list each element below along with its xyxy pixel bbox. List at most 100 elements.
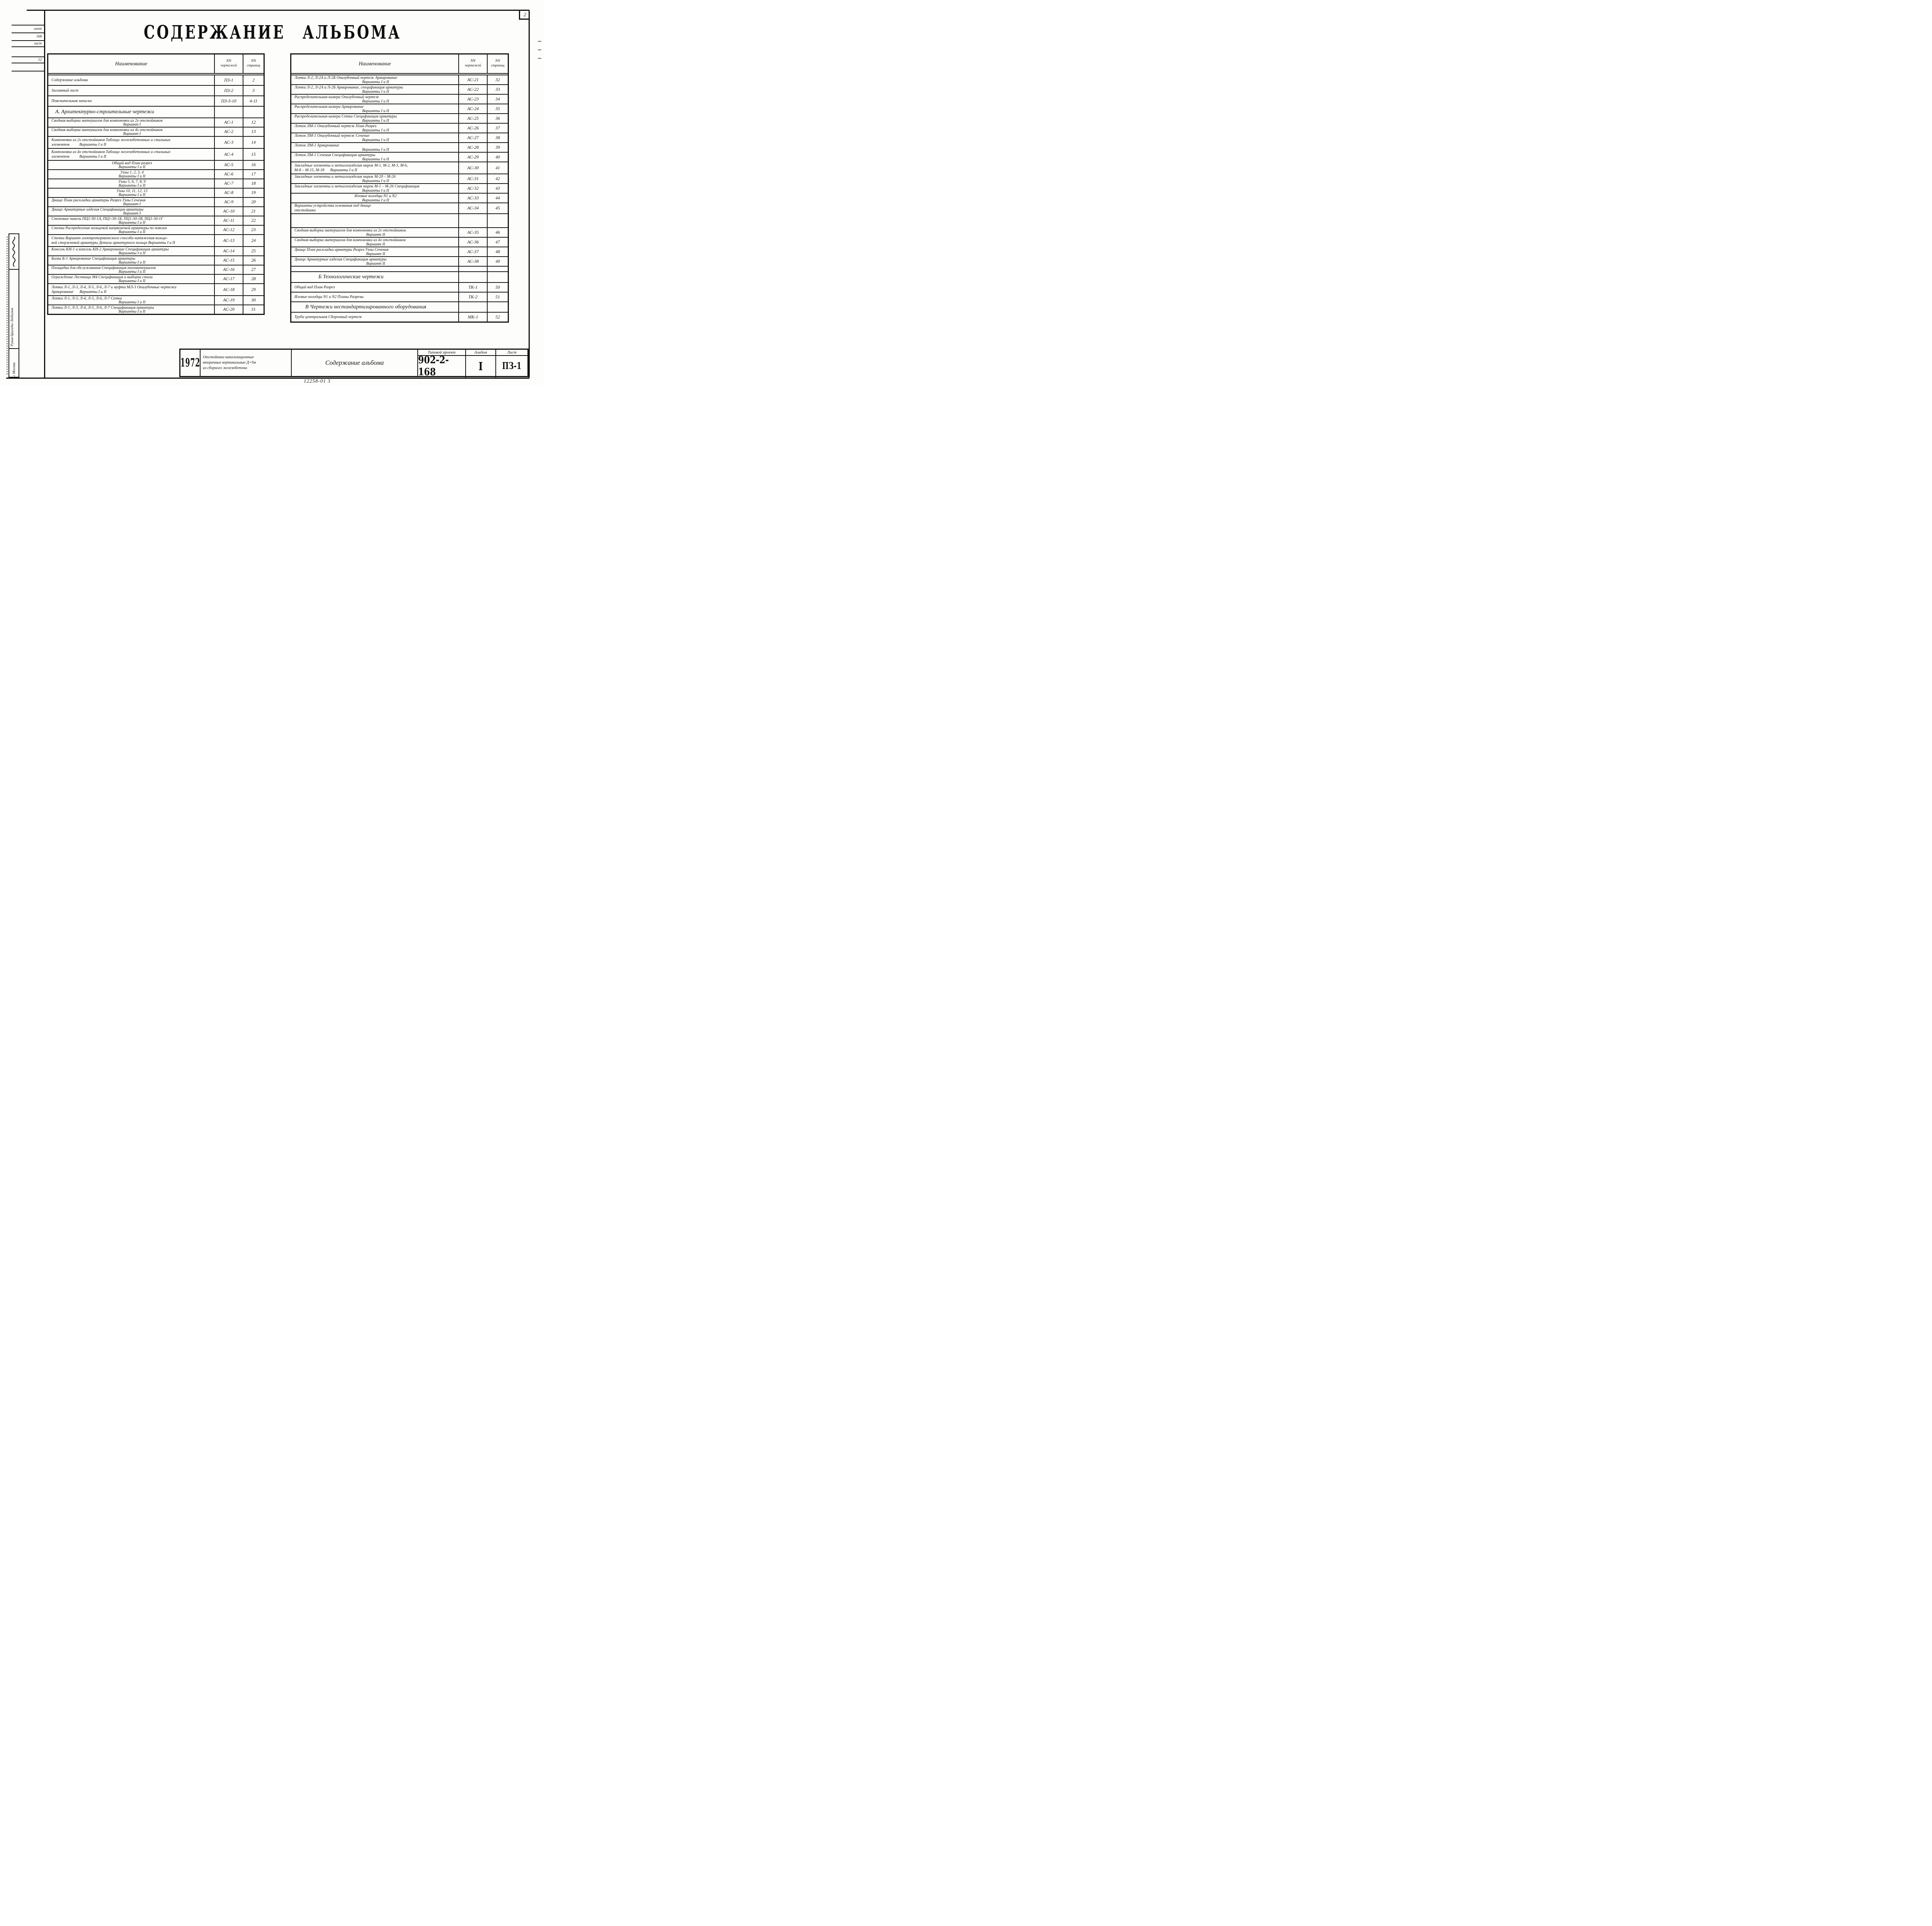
entry-name: Иловые колодцы N1 и N2 Варианты I и II: [291, 194, 459, 202]
drawing-number: ПЗ-3-10: [215, 96, 243, 106]
drawing-number: АС-3: [215, 137, 243, 148]
entry-name-line: Заглавный лист: [51, 88, 78, 93]
entry-name-line: Лоток ЛМ-1 Сечения Спецификация арматуры: [294, 153, 376, 157]
entry-name-line: Сводная выборка материалов для компоновк…: [51, 128, 163, 132]
table-row: Лотки Л-1, Л-3, Л-4, Л-5, Л-6, Л-7 Специ…: [48, 305, 264, 314]
entry-name: Содержание альбома: [48, 75, 215, 85]
city-label: г Москва: [12, 362, 16, 376]
archive-stamp: 12258-01 3: [304, 378, 331, 384]
drawing-number: АС-11: [215, 216, 243, 225]
entry-name: Стеновые панели ПЦ1-30-1А, ПЦ1-30-1Б, ПЦ…: [48, 216, 215, 225]
entry-name-line: Вариант II: [366, 261, 385, 266]
entry-name: Днище Арматурные изделия Спецификация ар…: [291, 257, 459, 266]
page-number: 33: [495, 87, 500, 92]
cut-table-cell: [12, 63, 44, 71]
entry-name-line: Сводная выборка материалов для компоновк…: [294, 238, 406, 242]
entry-name-line: Ограждение Лестница М4 Спецификация и вы…: [51, 275, 153, 279]
cut-table-cell: 12: [12, 56, 44, 63]
table-header: Наименование NN чертежей NN страниц: [291, 54, 508, 75]
drawing-number: АС-38: [459, 257, 488, 266]
entry-name-line: Узлы 5, 6, 7, 8, 9: [118, 180, 146, 184]
left-edge-cut-table: оект 168 лист 12: [12, 25, 44, 71]
entry-name-line: Компоновка из 4х отстойников Таблица жел…: [51, 150, 171, 154]
entry-name-line: Варианты I и II: [362, 188, 389, 193]
table-row: Стенка Вариант электротермического спосо…: [48, 234, 264, 246]
entry-name: Сводная выборка материалов для компоновк…: [291, 228, 459, 237]
table-row: Лоток ЛМ-1 Армирование Варианты I и II АС-…: [291, 142, 508, 152]
section-row: А. Архитектурно-строительные чертежи: [48, 106, 264, 117]
drawing-number: АС-13: [215, 235, 243, 246]
drawing-number: АС-32: [459, 184, 488, 193]
page-number: 52: [495, 315, 500, 320]
entry-name-line: Распределительная камера Опалубочный чер…: [294, 95, 379, 99]
table-row: Иловые колодцы N1 и N2 Варианты I и II АС-…: [291, 193, 508, 202]
title-block-right-group: Типовой проект Альбом Лист 902-2-168 I П…: [417, 350, 527, 378]
entry-name: Лотки Л-2, Л-2А и Л-2Б Опалубочный черте…: [291, 75, 459, 84]
project-description: Отстойники канализационные вторичные вер…: [201, 350, 292, 376]
section-title-text: Б Технологические чертежи: [318, 274, 384, 280]
entry-name-line: Варианты I и II: [118, 279, 146, 283]
entry-name-line: Вариант I: [123, 202, 141, 206]
entry-name: Стенка Вариант электротермического спосо…: [48, 235, 215, 246]
empty-cell: [488, 267, 508, 271]
entry-name-line: Варианты I и II: [118, 221, 146, 225]
sheet-label: Лист: [507, 350, 517, 355]
table-row: Распределительная камера Опалубочный чер…: [291, 94, 508, 104]
cut-table-cell: [12, 46, 44, 56]
table-row: Труба центральная Сборочный чертеж МК-1 52: [291, 312, 508, 322]
page-number: 18: [251, 181, 256, 186]
entry-name-line: Стенка Вариант электротермического спосо…: [51, 236, 168, 240]
entry-name-line: Узлы 1, 2, 3, 4: [120, 170, 144, 174]
drawing-number: АС-35: [459, 228, 488, 237]
table-row: Сводная выборка материалов для компоновк…: [291, 237, 508, 247]
entry-name: Пояснительная записка: [48, 96, 215, 106]
page-number: 50: [495, 285, 500, 290]
drawing-number: АС-24: [459, 104, 488, 113]
margin-divider: [9, 269, 19, 270]
drawing-number: АС-30: [459, 162, 488, 174]
drawing-number: АС-8: [215, 189, 243, 197]
table-row: Лотки Л-1, Л-3, Л-4, Л-5, Л-6, Л-7 и муф…: [48, 283, 264, 295]
table-row: Стенка Распределение кольцевой напрягаем…: [48, 225, 264, 234]
page-number: 19: [251, 191, 256, 195]
section-row: В Чертежи нестандартизированного оборудо…: [291, 301, 508, 312]
cut-table-cell: 168: [12, 32, 44, 40]
entry-name: Узлы 1, 2, 3, 4 Варианты I и II: [48, 170, 215, 179]
page-number: 3: [252, 88, 255, 93]
table-row: Распределительная камера Армирование Вари…: [291, 104, 508, 113]
drawing-number: АС-16: [215, 265, 243, 274]
table-row: Балка Б-1 Армирование Спецификация армат…: [48, 255, 264, 265]
table-row: Общий вид План Разрез ТК-1 50: [291, 282, 508, 292]
section-title: Б Технологические чертежи: [291, 272, 459, 282]
entry-name-line: Вариант I: [123, 211, 141, 215]
page-number: 51: [495, 294, 500, 299]
drawing-number: АС-37: [459, 247, 488, 256]
drawing-number: АС-31: [459, 174, 488, 183]
entry-name-line: Иловые колодцы N1 и N2: [354, 194, 397, 198]
entry-name: Лоток ЛМ-1 Опалубочный чертеж Сечение Вар…: [291, 133, 459, 142]
entry-name-line: Варианты I и II: [362, 80, 389, 84]
table-header: Наименование NN чертежей NN страниц: [48, 54, 264, 75]
drawing-number-empty: [459, 302, 488, 312]
table-row: Содержание альбома ПЗ-1 2: [48, 75, 264, 85]
entry-name-line: Варианты I и II: [362, 147, 389, 152]
entry-name: Узлы 5, 6, 7, 8, 9 Варианты I и II: [48, 179, 215, 188]
drawing-number: АС-15: [215, 256, 243, 265]
drawing-number: АС-23: [459, 95, 488, 104]
drawing-number: АС-36: [459, 238, 488, 247]
entry-name: Лоток ЛМ-1 Армирование Варианты I и II: [291, 143, 459, 152]
page-number: 2: [252, 78, 255, 83]
entry-name-line: Лотки Л-2, Л-2А и Л-2Б Опалубочный черте…: [294, 76, 398, 80]
entry-name-line: Консоль КН-1 и консоль КН-2 Армирование …: [51, 247, 169, 251]
sheet-code: ПЗ-1: [502, 360, 522, 372]
entry-name-line: Варианты I и II: [118, 174, 146, 178]
entry-name-line: Лотки Л-1, Л-3, Л-4, Л-5, Л-6, Л-7 Специ…: [51, 306, 154, 310]
drawing-number: АС-25: [459, 114, 488, 123]
entry-name-line: Варианты I и II: [118, 300, 146, 304]
signature: [12, 236, 16, 267]
drawing-number: ТК-2: [459, 293, 488, 301]
entry-name-line: Днище План раскладки арматуры Разрез Узл…: [51, 198, 146, 202]
title-block-year-cell: 1972: [180, 350, 201, 376]
entry-name-line: Лоток ЛМ-1 Опалубочный чертеж Сечение: [294, 134, 370, 138]
entry-name: Сводная выборка материалов для компоновк…: [291, 238, 459, 247]
